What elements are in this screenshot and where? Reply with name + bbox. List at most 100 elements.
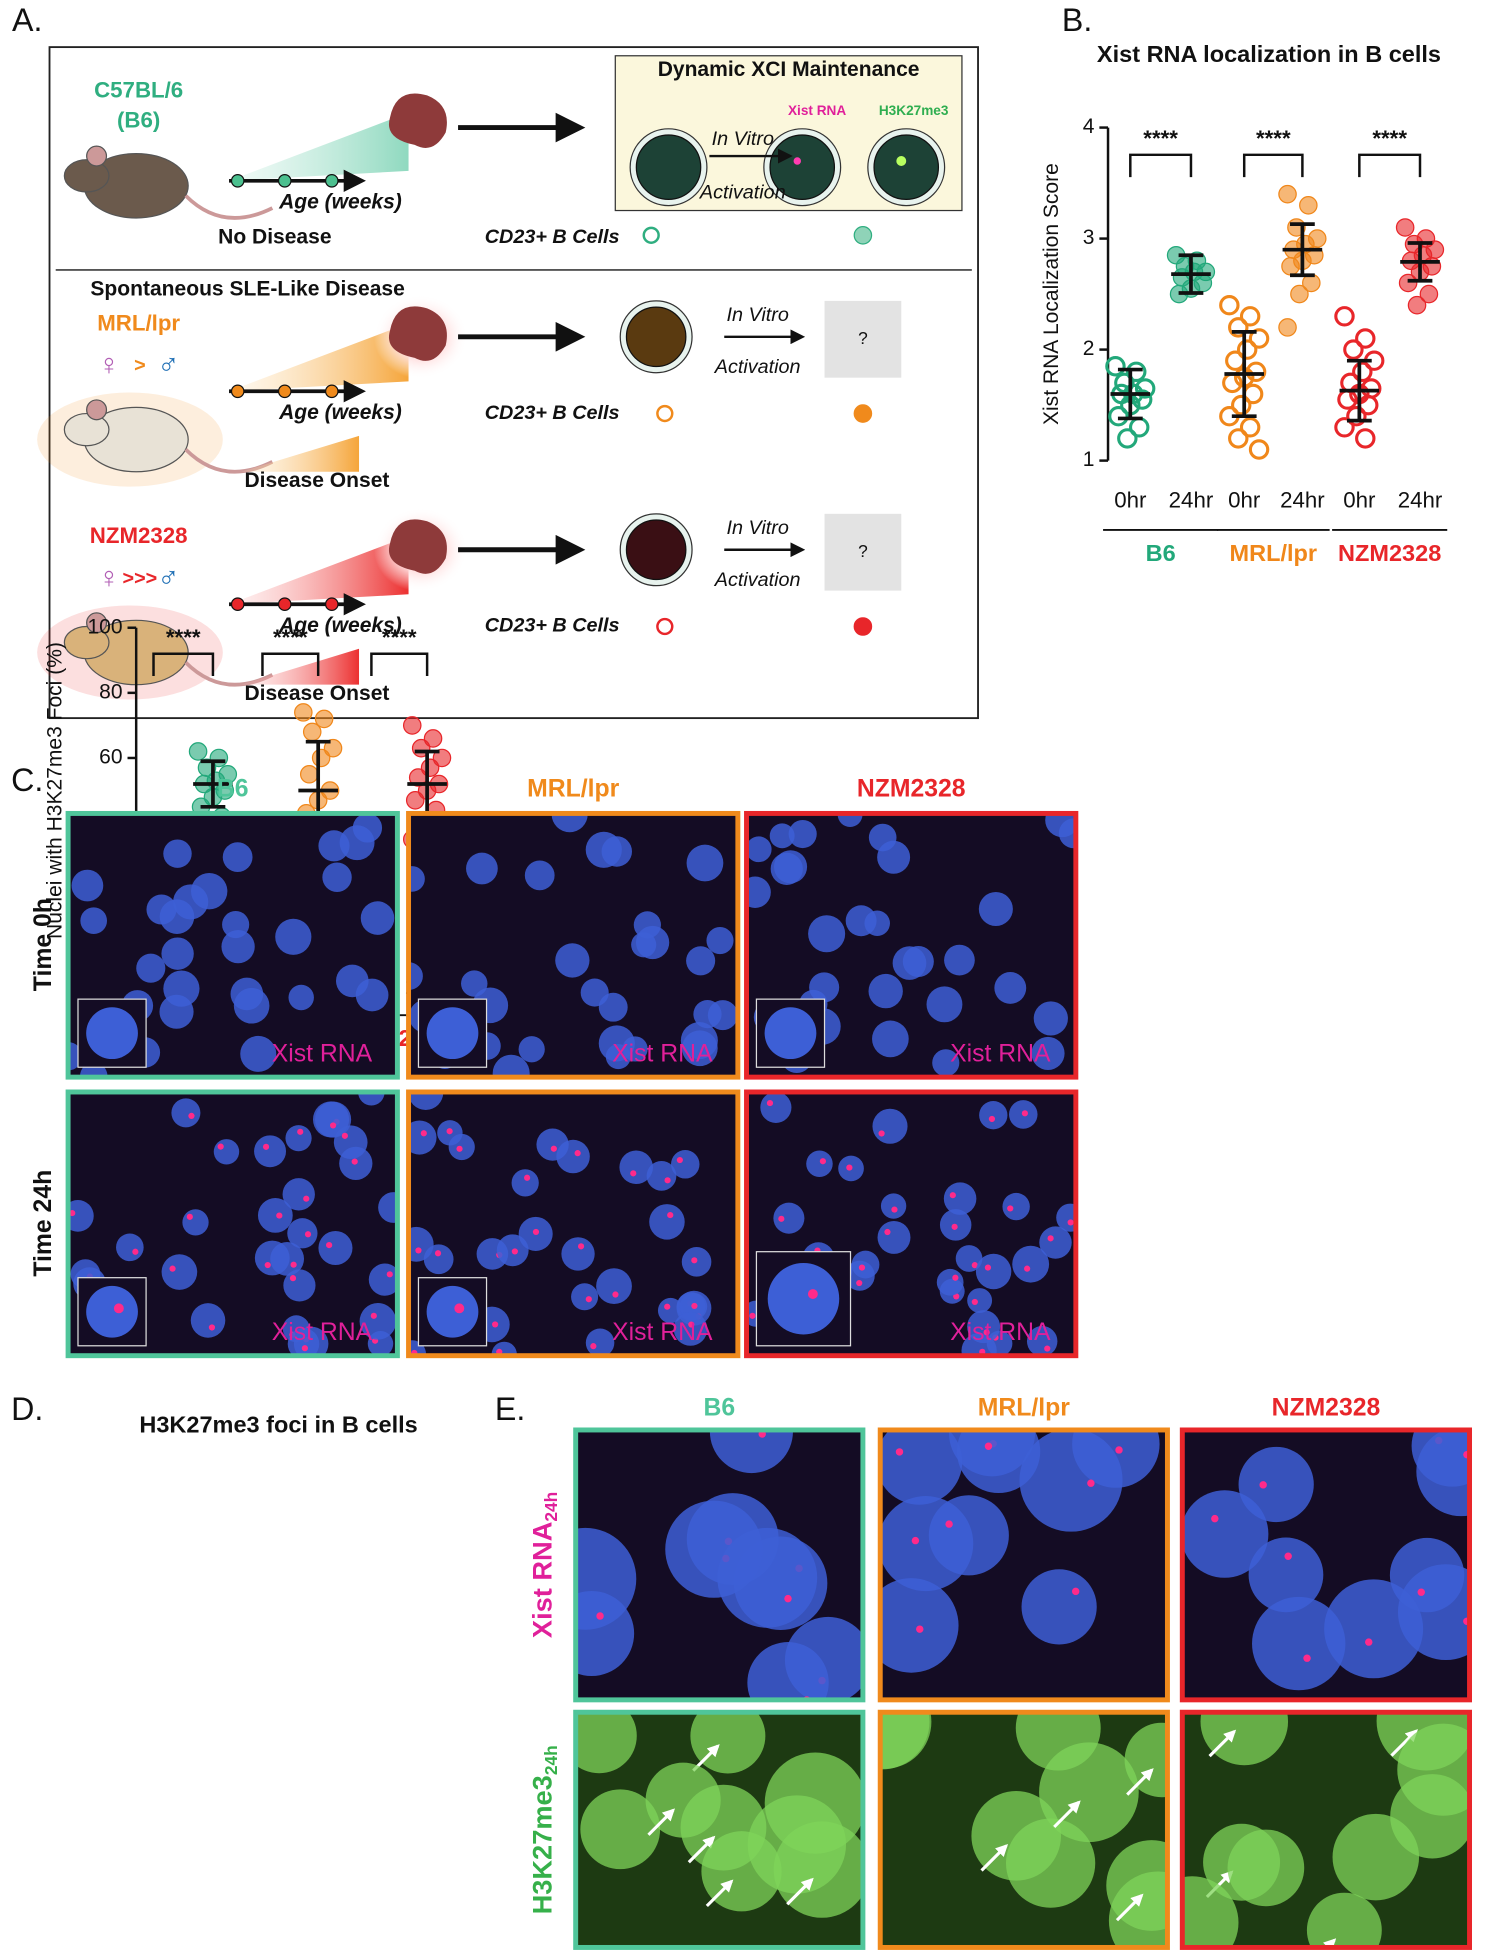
pointer-arrow — [647, 1808, 675, 1836]
significance-bracket — [1358, 153, 1422, 178]
nucleus — [680, 1022, 718, 1060]
strain-label: MRL/lpr — [97, 310, 180, 335]
nucleus — [318, 1230, 353, 1266]
data-point — [1248, 328, 1270, 349]
panel-letter: E. — [495, 1391, 525, 1427]
micrograph-border — [877, 1709, 1170, 1950]
sex-symbol: ♀ — [98, 348, 120, 381]
column-label: MRL/lpr — [978, 1394, 1070, 1421]
group-label: NZM2328 — [1338, 540, 1441, 566]
micrograph — [68, 813, 398, 1078]
nucleus — [773, 1202, 805, 1234]
row-label: Time 24h — [30, 1170, 57, 1277]
label: Activation — [714, 569, 801, 591]
nucleus — [932, 1049, 960, 1077]
nucleus — [967, 1310, 1001, 1344]
nucleus — [872, 1020, 909, 1058]
foci — [188, 1112, 195, 1119]
nucleus — [717, 1527, 818, 1628]
foci — [884, 1228, 891, 1236]
nucleus — [1238, 1446, 1314, 1523]
nucleus — [670, 1150, 700, 1179]
stain-label: Xist RNA — [612, 1040, 713, 1067]
foci — [612, 1291, 619, 1298]
foci — [420, 1130, 427, 1137]
pointer-arrow — [980, 1843, 1009, 1872]
micrograph — [408, 1091, 738, 1356]
marker — [656, 617, 674, 636]
foci — [301, 1345, 308, 1352]
nucleus — [511, 1169, 539, 1197]
nucleus — [1005, 1818, 1096, 1908]
unknown-box — [824, 300, 902, 378]
data-point — [299, 764, 319, 784]
data-point — [1278, 318, 1297, 337]
micrograph — [746, 813, 1076, 1078]
nucleus — [287, 1218, 318, 1249]
foci — [113, 1303, 124, 1314]
foci — [945, 1520, 953, 1528]
marker — [853, 226, 873, 245]
foci — [1259, 1481, 1267, 1489]
unknown-box — [824, 513, 902, 591]
data-point — [1228, 317, 1249, 338]
mouse-tail — [184, 194, 274, 220]
nucleus — [979, 1101, 1008, 1130]
micrograph-border — [573, 1427, 866, 1703]
label: Activation — [714, 356, 801, 378]
sex-symbol: ♂ — [157, 561, 179, 594]
nucleus — [580, 1789, 661, 1870]
nucleus — [1031, 1036, 1065, 1071]
foci — [341, 1132, 348, 1139]
foci — [574, 1150, 581, 1157]
cell-nucleus — [625, 519, 687, 581]
nucleus — [191, 873, 228, 910]
nucleus — [1200, 1712, 1289, 1766]
group-label: MRL/lpr — [1230, 540, 1318, 566]
nucleus — [71, 869, 104, 902]
label: In Vitro — [712, 128, 774, 150]
foci — [1044, 1345, 1051, 1352]
stain-label: Xist RNA — [950, 1319, 1051, 1346]
inset-nucleus — [86, 1007, 138, 1060]
nucleus — [1012, 1245, 1050, 1283]
sex-symbol: ♀ — [98, 561, 120, 594]
stain-label: Xist RNA — [950, 1040, 1051, 1067]
data-point — [423, 729, 443, 748]
inset-nucleus — [767, 1262, 840, 1335]
nucleus — [769, 823, 795, 849]
pointer-arrow — [1208, 1729, 1237, 1758]
chart-title: Xist RNA localization in B cells — [1097, 41, 1441, 67]
pointer-arrow — [1126, 1768, 1154, 1796]
spleen — [388, 93, 447, 148]
age-dot — [230, 384, 245, 399]
column-label: MRL/lpr — [527, 775, 619, 802]
significance-label: **** — [1256, 126, 1291, 151]
nucleus — [257, 1198, 293, 1233]
pointer-arrow — [705, 1879, 734, 1908]
label: ? — [858, 328, 868, 348]
data-point — [188, 742, 208, 761]
mouse-head — [63, 159, 110, 193]
nucleus — [936, 1268, 964, 1296]
significance-label: **** — [1143, 126, 1178, 151]
foci — [952, 1274, 959, 1281]
x-tick-label: 24hr — [1280, 487, 1325, 512]
foci — [949, 1192, 956, 1199]
row-label-sub: 24h — [541, 1745, 561, 1775]
data-point — [1219, 294, 1240, 316]
data-point — [323, 738, 343, 758]
data-point — [1108, 405, 1129, 427]
foci — [891, 1206, 898, 1213]
mouse-ear — [86, 399, 108, 421]
data-point — [1346, 405, 1367, 427]
data-point — [1231, 394, 1252, 416]
foci — [916, 1625, 924, 1633]
pointer-arrow — [1323, 1938, 1337, 1948]
nucleus — [657, 1297, 684, 1324]
foci — [262, 1143, 270, 1150]
foci — [367, 1083, 373, 1089]
nucleus — [1306, 1892, 1382, 1948]
age-dot — [324, 384, 339, 399]
significance-label: **** — [166, 625, 201, 650]
